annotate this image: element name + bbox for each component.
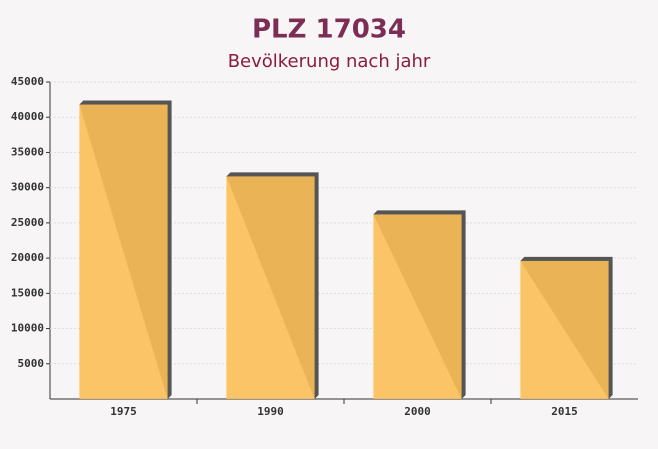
y-tick-label: 30000 — [11, 181, 44, 194]
chart-subtitle: Bevölkerung nach jahr — [228, 51, 431, 72]
bar — [79, 104, 168, 399]
y-tick-label: 35000 — [11, 145, 44, 158]
x-tick-label: 1975 — [110, 405, 137, 418]
y-tick-label: 45000 — [11, 75, 44, 88]
y-tick-label: 15000 — [11, 286, 44, 299]
y-tick-label: 40000 — [11, 110, 44, 123]
y-tick-label: 10000 — [11, 322, 44, 335]
y-tick-label: 25000 — [11, 216, 44, 229]
x-tick-label: 2015 — [551, 405, 578, 418]
bar — [226, 176, 315, 399]
chart-title: PLZ 17034 — [252, 15, 406, 45]
y-tick-label: 5000 — [18, 357, 45, 370]
x-tick-label: 2000 — [404, 405, 431, 418]
x-tick-label: 1990 — [257, 405, 284, 418]
bar — [373, 214, 462, 399]
y-tick-label: 20000 — [11, 251, 44, 264]
bar — [520, 260, 609, 399]
